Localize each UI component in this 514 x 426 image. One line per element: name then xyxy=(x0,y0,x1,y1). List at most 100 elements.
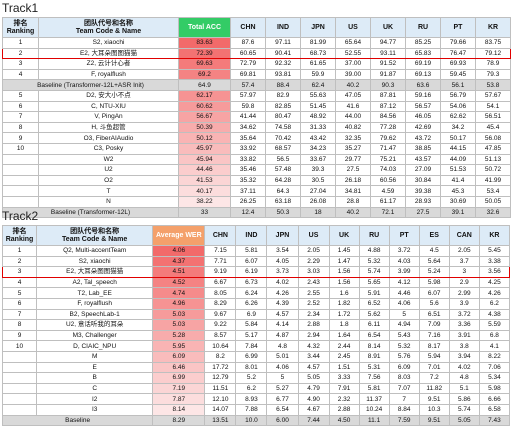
team-cell: D, CIAIC_NPU xyxy=(36,340,154,352)
value-cell: 55.63 xyxy=(300,89,336,102)
rank-cell: 2 xyxy=(1,255,38,268)
value-cell: 30.5 xyxy=(300,174,336,187)
value-cell: 6.52 xyxy=(358,297,390,310)
value-cell: 29.77 xyxy=(335,153,371,166)
value-cell: 5.59 xyxy=(478,319,511,331)
value-cell: 6.11 xyxy=(358,319,390,331)
value-cell: 4.50 xyxy=(328,414,360,426)
value-cell: 8.2 xyxy=(204,350,237,363)
value-cell: 45.94 xyxy=(178,153,231,166)
value-cell: 56.5 xyxy=(265,153,301,166)
header-cell: UK xyxy=(328,225,360,246)
value-cell: 4.90 xyxy=(297,393,330,405)
value-cell: 63.6 xyxy=(405,79,441,91)
team-cell: W2 xyxy=(38,153,179,166)
value-cell: 54.06 xyxy=(440,100,476,113)
row: 5 D2, 安大小不点 62.17 57.97 82.9 55.63 47.05 87.81 5… xyxy=(2,89,511,102)
row: Baseline 8.29 13.51 10.0 6.00 7.44 4.50 11.1 7.5… xyxy=(1,414,511,426)
header-text: RU xyxy=(417,23,429,31)
value-cell: 46.05 xyxy=(405,111,441,123)
value-cell: 5.84 xyxy=(235,319,268,331)
value-cell: 8.29 xyxy=(204,297,237,310)
value-cell: 27.04 xyxy=(300,185,336,197)
value-cell: 35.32 xyxy=(230,174,266,187)
header-text: UK xyxy=(339,231,350,239)
value-cell: 72.39 xyxy=(178,47,231,60)
value-cell: 3.56 xyxy=(478,266,511,278)
value-cell: 88.4 xyxy=(265,79,301,91)
value-cell: 44.09 xyxy=(440,153,476,166)
value-cell: 12.10 xyxy=(204,393,237,405)
value-cell: 62.17 xyxy=(178,89,231,102)
team-cell: A2, Tal_speech xyxy=(36,276,154,289)
value-cell: 7.16 xyxy=(418,329,450,342)
value-cell: 3.99 xyxy=(388,266,420,278)
team-cell: Z2, 云计计心者 xyxy=(38,58,179,70)
value-cell: 6.46 xyxy=(152,361,206,374)
value-cell: 27.5 xyxy=(335,164,371,176)
value-cell: 85.25 xyxy=(405,37,441,49)
value-cell: 4.32 xyxy=(297,340,330,352)
row: 8 H, 斗鱼超管 50.39 34.62 74.58 31.33 40.82 77.28 42… xyxy=(2,121,511,134)
value-cell: 4.57 xyxy=(266,308,299,321)
row: I3 8.14 14.07 7.88 6.54 4.67 2.88 10.24 8.84 10.3… xyxy=(1,403,511,416)
value-cell: 4.14 xyxy=(266,319,299,331)
header-text: KR xyxy=(487,23,499,31)
value-cell: 69.2 xyxy=(178,68,231,81)
value-cell: 7.44 xyxy=(297,414,330,426)
value-cell: 5.1 xyxy=(448,382,480,395)
value-cell: 5.74 xyxy=(448,403,480,416)
value-cell: 14.07 xyxy=(204,403,237,416)
value-cell: 65.83 xyxy=(405,47,441,60)
value-cell: 6.2 xyxy=(478,297,511,310)
value-cell: 7.87 xyxy=(152,393,206,405)
value-cell: 7.07 xyxy=(388,382,420,395)
value-cell: 51.53 xyxy=(440,164,476,176)
row: Baseline (Transformer-12L) 33 12.4 50.3 18 40… xyxy=(2,206,511,219)
rank-cell: 7 xyxy=(2,111,39,123)
team-cell: H, 斗鱼超管 xyxy=(38,121,179,134)
value-cell: 8.03 xyxy=(388,372,420,384)
header-cell: CHN xyxy=(230,17,266,38)
value-cell: 3.73 xyxy=(266,266,299,278)
value-cell: 2.29 xyxy=(297,255,330,268)
value-cell: 10.64 xyxy=(204,340,237,352)
rank-cell xyxy=(1,361,38,374)
row: B 6.99 12.79 5.2 5 5.05 3.33 7.56 8.03 7.2 4.8 5.34 xyxy=(1,372,511,384)
rank-cell xyxy=(2,164,39,176)
value-cell: 9.67 xyxy=(204,308,237,321)
value-cell: 6.66 xyxy=(478,393,511,405)
row: I2 7.87 12.10 8.93 6.77 4.90 2.32 11.37 7 9.51 5.8… xyxy=(1,393,511,405)
value-cell: 60.62 xyxy=(178,100,231,113)
team-cell: U2, 意话听我的耳朵 xyxy=(36,319,154,331)
value-cell: 33 xyxy=(178,206,231,219)
value-cell: 5.01 xyxy=(266,350,299,363)
value-cell: 11.37 xyxy=(358,393,390,405)
team-cell: V, PingAn xyxy=(38,111,179,123)
team-cell: D2, 安大小不点 xyxy=(38,89,179,102)
value-cell: 94.77 xyxy=(370,37,406,49)
team-cell: O3, FiberAIAudio xyxy=(38,132,179,144)
value-cell: 43.57 xyxy=(405,153,441,166)
value-cell: 5.91 xyxy=(358,287,390,299)
value-cell: 5.05 xyxy=(297,372,330,384)
value-cell: 8.29 xyxy=(152,414,206,426)
row: 10 C3, Posky 45.97 33.92 68.57 34.23 35.27 71.4… xyxy=(2,142,511,155)
header-cell: RU xyxy=(358,225,390,246)
value-cell: 5.64 xyxy=(418,255,450,268)
value-cell: 4.37 xyxy=(152,255,206,268)
value-cell: 4.06 xyxy=(388,297,420,310)
value-cell: 1.72 xyxy=(328,308,360,321)
value-cell: 4.67 xyxy=(297,403,330,416)
header-text: Ranking xyxy=(6,27,35,35)
value-cell: 59.16 xyxy=(405,89,441,102)
header-cell: CAN xyxy=(448,225,480,246)
value-cell: 3.33 xyxy=(328,372,360,384)
value-cell: 5.32 xyxy=(358,255,390,268)
value-cell: 34.62 xyxy=(230,121,266,134)
value-cell: 6.2 xyxy=(235,382,268,395)
header-cell: JPN xyxy=(266,225,299,246)
value-cell: 8.93 xyxy=(235,393,268,405)
value-cell: 2.44 xyxy=(328,340,360,352)
value-cell: 43.72 xyxy=(405,132,441,144)
